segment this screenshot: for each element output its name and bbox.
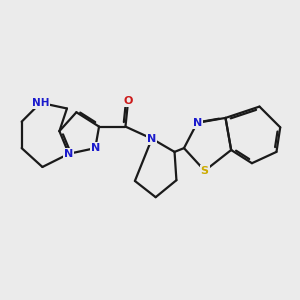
Text: N: N bbox=[91, 143, 100, 153]
Text: NH: NH bbox=[32, 98, 49, 108]
Text: N: N bbox=[64, 149, 74, 159]
Text: N: N bbox=[147, 134, 157, 144]
Text: O: O bbox=[123, 96, 133, 106]
Text: N: N bbox=[193, 118, 202, 128]
Text: S: S bbox=[201, 166, 209, 176]
